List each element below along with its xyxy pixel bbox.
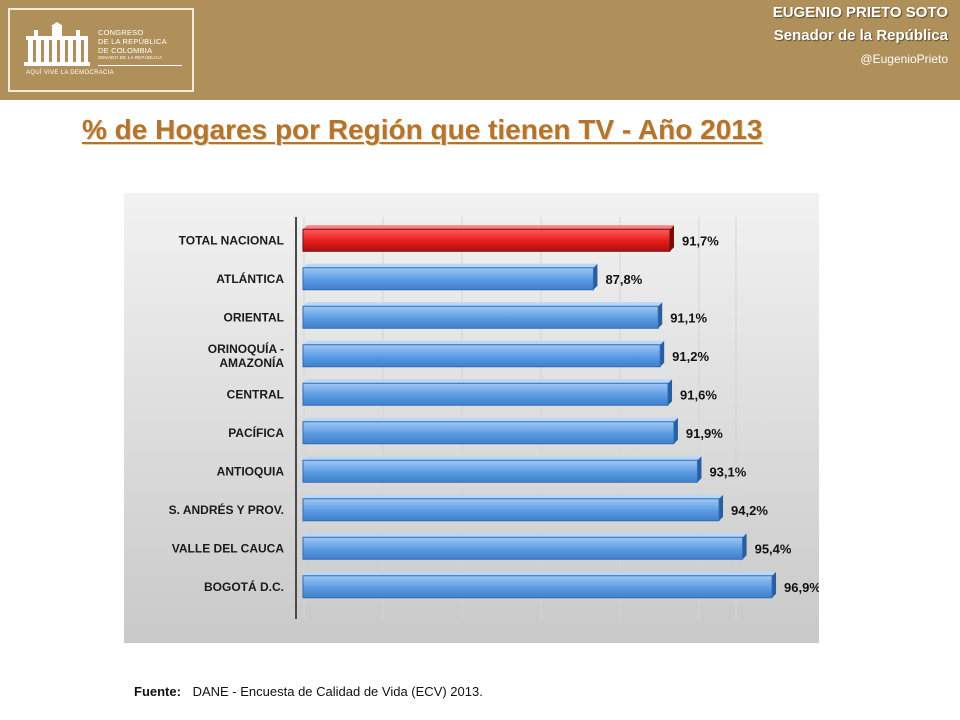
bar-top [303,533,747,538]
category-label: S. ANDRÉS Y PROV. [169,502,284,517]
bar-top [303,225,674,230]
bar-side [742,533,747,560]
category-label: BOGOTÁ D.C. [204,579,284,594]
category-label: VALLE DEL CAUCA [172,541,285,555]
bar-chart: 91,7% TOTAL NACIONAL 87,8% ATLÁNTICA 91,1% OR… [124,193,821,643]
category-label-line: ANTIOQUIA [217,464,285,478]
bar-top [303,456,702,461]
category-label: ANTIOQUIA [217,464,285,478]
twitter-handle: @EugenioPrieto [860,52,948,66]
category-label-line: PACÍFICA [228,425,284,440]
bar-side [660,340,665,367]
source-note: Fuente: DANE - Encuesta de Calidad de Vi… [134,684,483,699]
data-label: 94,2% [731,503,768,518]
data-label: 91,9% [686,426,723,441]
logo-line: DE LA REPÚBLICA [98,37,167,46]
category-label-line: AMAZONÍA [219,355,284,370]
logo-line: SENADO DE LA REPÚBLICA [98,55,163,60]
bar-side [658,302,663,329]
bar-top [303,340,665,345]
header-band: CONGRESO DE LA REPÚBLICA DE COLOMBIA SEN… [0,0,960,100]
bar [302,267,594,291]
data-label: 91,6% [680,387,717,402]
category-label-line: VALLE DEL CAUCA [172,541,285,555]
bar-top [303,302,663,307]
category-label-line: TOTAL NACIONAL [179,233,284,247]
category-label: ORINOQUÍA -AMAZONÍA [208,341,285,370]
category-label-line: ORINOQUÍA - [208,341,284,356]
capitol-building-icon [24,22,90,66]
category-label-line: BOGOTÁ D.C. [204,579,284,594]
logo-divider [98,65,182,66]
logo-line: DE COLOMBIA [98,46,153,55]
bar [302,459,698,483]
category-label-line: S. ANDRÉS Y PROV. [169,502,284,517]
logo-motto: AQUÍ VIVE LA DEMOCRACIA [26,70,114,76]
bar [302,421,675,445]
bar [302,382,669,406]
bar-top [303,379,673,384]
bar-top [303,417,678,422]
chart-panel: 91,7% TOTAL NACIONAL 87,8% ATLÁNTICA 91,1% OR… [124,193,821,643]
bar [302,344,661,368]
data-label: 96,9% [784,580,819,595]
logo-line: CONGRESO [98,28,144,37]
bar-top [303,571,777,576]
data-label: 95,4% [755,541,792,556]
category-label: ATLÁNTICA [216,271,284,286]
data-label: 91,1% [670,310,707,325]
slide-title: % de Hogares por Región que tienen TV - … [82,114,763,145]
bar-top [303,263,598,268]
logo-text: CONGRESO DE LA REPÚBLICA DE COLOMBIA SEN… [98,28,167,61]
senator-name: EUGENIO PRIETO SOTO [772,4,948,21]
senator-title: Senador de la República [773,27,948,44]
data-label: 91,2% [672,349,709,364]
bar-highlight [302,228,671,252]
bar-side [697,456,702,483]
bar [302,305,659,329]
source-label: Fuente: [134,684,181,699]
bar-side [772,571,777,598]
bar-side [668,379,673,406]
data-label: 91,7% [682,233,719,248]
category-label: CENTRAL [227,387,284,401]
category-label-line: CENTRAL [227,387,284,401]
category-label-line: ATLÁNTICA [216,271,284,286]
bar [302,536,744,560]
bar [302,498,720,522]
data-label: 93,1% [709,464,746,479]
category-label: TOTAL NACIONAL [179,233,284,247]
category-label-line: ORIENTAL [224,310,284,324]
bar-side [719,494,724,521]
data-label: 87,8% [605,272,642,287]
congreso-logo: CONGRESO DE LA REPÚBLICA DE COLOMBIA SEN… [8,8,194,92]
bar-side [669,225,674,252]
bar-top [303,494,724,499]
category-label: ORIENTAL [224,310,284,324]
bar [302,575,773,599]
category-label: PACÍFICA [228,425,284,440]
bar-side [593,263,598,290]
bar-side [673,417,678,444]
source-text: DANE - Encuesta de Calidad de Vida (ECV)… [192,684,483,699]
